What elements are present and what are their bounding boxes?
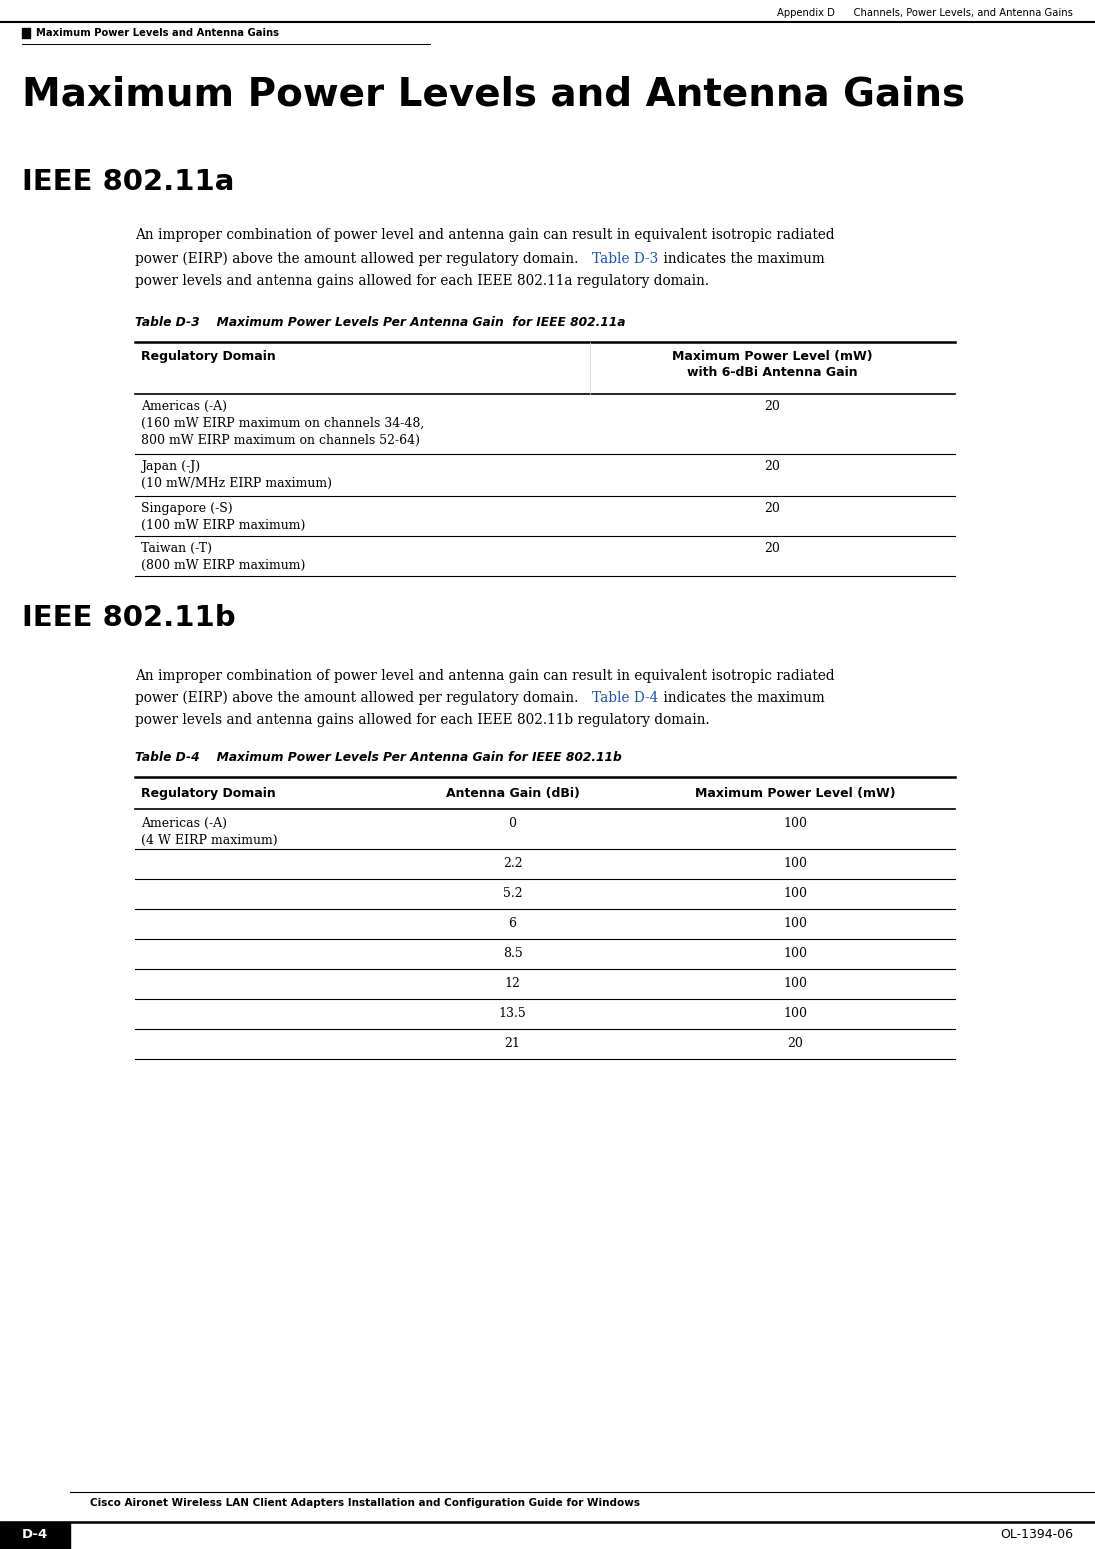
Text: 8.5: 8.5 xyxy=(503,946,522,960)
Text: Maximum Power Level (mW): Maximum Power Level (mW) xyxy=(694,787,896,799)
Text: IEEE 802.11b: IEEE 802.11b xyxy=(22,604,235,632)
Text: Antenna Gain (dBi): Antenna Gain (dBi) xyxy=(446,787,579,799)
Text: indicates the maximum: indicates the maximum xyxy=(659,252,825,266)
Text: power levels and antenna gains allowed for each IEEE 802.11a regulatory domain.: power levels and antenna gains allowed f… xyxy=(135,274,710,288)
Text: An improper combination of power level and antenna gain can result in equivalent: An improper combination of power level a… xyxy=(135,669,834,683)
Text: 20: 20 xyxy=(764,400,781,414)
Text: Americas (-A)
(4 W EIRP maximum): Americas (-A) (4 W EIRP maximum) xyxy=(141,816,278,847)
Text: 20: 20 xyxy=(787,1036,803,1050)
Text: Maximum Power Levels and Antenna Gains: Maximum Power Levels and Antenna Gains xyxy=(22,74,965,113)
Text: D-4: D-4 xyxy=(22,1529,48,1541)
Text: Table D-4: Table D-4 xyxy=(591,691,658,705)
Text: 12: 12 xyxy=(505,977,520,990)
Text: 0: 0 xyxy=(508,816,517,830)
Text: Table D-4    Maximum Power Levels Per Antenna Gain for IEEE 802.11b: Table D-4 Maximum Power Levels Per Anten… xyxy=(135,751,622,764)
Bar xyxy=(22,28,30,39)
Text: Americas (-A)
(160 mW EIRP maximum on channels 34-48,
800 mW EIRP maximum on cha: Americas (-A) (160 mW EIRP maximum on ch… xyxy=(141,400,424,448)
Text: Maximum Power Level (mW): Maximum Power Level (mW) xyxy=(672,350,873,362)
Text: 2.2: 2.2 xyxy=(503,857,522,871)
Bar xyxy=(0,1523,70,1549)
Text: OL-1394-06: OL-1394-06 xyxy=(1000,1529,1073,1541)
Text: 100: 100 xyxy=(783,888,807,900)
Text: Table D-3    Maximum Power Levels Per Antenna Gain  for IEEE 802.11a: Table D-3 Maximum Power Levels Per Anten… xyxy=(135,316,625,328)
Text: 100: 100 xyxy=(783,946,807,960)
Text: IEEE 802.11a: IEEE 802.11a xyxy=(22,167,234,197)
Text: 21: 21 xyxy=(505,1036,520,1050)
Text: 100: 100 xyxy=(783,816,807,830)
Text: power (EIRP) above the amount allowed per regulatory domain.: power (EIRP) above the amount allowed pe… xyxy=(135,691,583,705)
Text: 100: 100 xyxy=(783,1007,807,1019)
Text: with 6-dBi Antenna Gain: with 6-dBi Antenna Gain xyxy=(688,366,857,380)
Text: power (EIRP) above the amount allowed per regulatory domain.: power (EIRP) above the amount allowed pe… xyxy=(135,252,583,266)
Text: 20: 20 xyxy=(764,502,781,514)
Text: Japan (-J)
(10 mW/MHz EIRP maximum): Japan (-J) (10 mW/MHz EIRP maximum) xyxy=(141,460,332,489)
Text: 100: 100 xyxy=(783,977,807,990)
Text: indicates the maximum: indicates the maximum xyxy=(659,691,825,705)
Text: Regulatory Domain: Regulatory Domain xyxy=(141,350,276,362)
Text: Singapore (-S)
(100 mW EIRP maximum): Singapore (-S) (100 mW EIRP maximum) xyxy=(141,502,306,531)
Text: power levels and antenna gains allowed for each IEEE 802.11b regulatory domain.: power levels and antenna gains allowed f… xyxy=(135,713,710,726)
Text: Maximum Power Levels and Antenna Gains: Maximum Power Levels and Antenna Gains xyxy=(36,28,279,39)
Text: 100: 100 xyxy=(783,917,807,929)
Text: Taiwan (-T)
(800 mW EIRP maximum): Taiwan (-T) (800 mW EIRP maximum) xyxy=(141,542,306,572)
Text: Regulatory Domain: Regulatory Domain xyxy=(141,787,276,799)
Text: 20: 20 xyxy=(764,460,781,472)
Text: Table D-3: Table D-3 xyxy=(591,252,658,266)
Text: 100: 100 xyxy=(783,857,807,871)
Text: Cisco Aironet Wireless LAN Client Adapters Installation and Configuration Guide : Cisco Aironet Wireless LAN Client Adapte… xyxy=(90,1498,639,1509)
Text: 20: 20 xyxy=(764,542,781,555)
Text: Appendix D      Channels, Power Levels, and Antenna Gains: Appendix D Channels, Power Levels, and A… xyxy=(777,8,1073,19)
Text: 5.2: 5.2 xyxy=(503,888,522,900)
Text: 13.5: 13.5 xyxy=(498,1007,527,1019)
Text: An improper combination of power level and antenna gain can result in equivalent: An improper combination of power level a… xyxy=(135,228,834,242)
Text: 6: 6 xyxy=(508,917,517,929)
